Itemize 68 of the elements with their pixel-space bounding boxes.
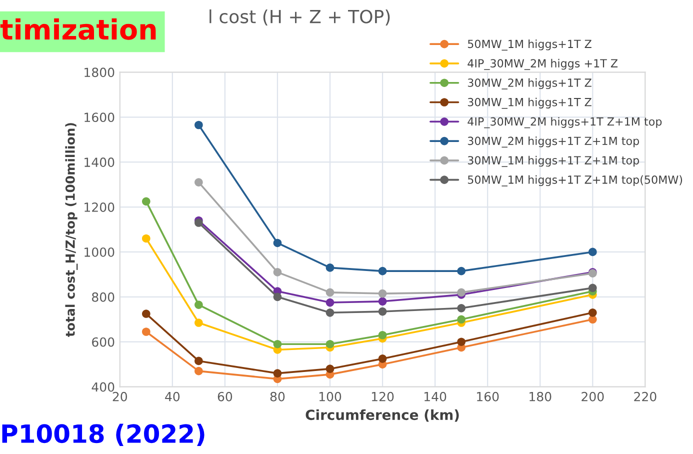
point [273,268,282,276]
point [588,248,597,256]
point [378,330,387,340]
legend-label: 50MW_1M higgs+1T Z [468,40,592,51]
legend-label: 30MW_1M higgs+1T Z+1M top [468,156,640,167]
point [588,284,597,292]
x-tick-label: 60 [218,392,232,402]
y-tick-label: 1200 [84,202,114,212]
x-tick-label: 80 [270,392,285,402]
y-tick-label: 800 [92,292,114,302]
point [457,266,466,276]
point [273,340,282,348]
text: P10018 (2022) [2,424,204,446]
legend-label: 4IP_30MW_2M higgs +1T Z [468,58,618,70]
point [326,298,334,307]
legend-label: 30MW_1M higgs+1T Z [468,98,592,109]
point [457,288,466,297]
legend-label: 4IP_30MW_2M higgs+1T Z+1M top [468,117,662,128]
y-axis-title: total cost_H/Z/top (100million) [65,123,78,337]
x-tick-label: 40 [165,392,180,402]
x-tick-label: 220 [634,392,656,402]
legend-label: 30MW_2M higgs+1T Z+1M top [468,136,640,148]
point [326,340,334,348]
x-tick-label: 20 [112,392,128,402]
x-tick-label: 200 [582,392,604,402]
point [378,289,387,298]
point [194,366,203,376]
point [378,307,387,316]
x-axis-title: Circumference (km) [306,409,459,422]
y-tick-label: 1600 [84,112,114,122]
point [326,364,334,373]
point [142,310,150,318]
x-tick-label: 140 [424,392,446,402]
point [378,354,387,363]
point [326,264,334,272]
point [194,356,203,366]
x-tick-label: 100 [319,392,342,402]
point [194,120,203,130]
point [194,318,203,327]
point [378,266,387,276]
point [457,315,466,324]
point [273,369,282,378]
x-tick-label: 120 [372,392,394,402]
legend-label: 30MW_2M higgs+1T Z [468,78,592,90]
point [142,234,150,243]
point [326,288,334,297]
y-tick-label: 400 [92,382,114,392]
x-tick-label: 180 [530,392,552,402]
point [142,197,150,206]
point [142,328,150,336]
point [194,218,203,227]
y-tick-label: 600 [92,337,114,347]
x-tick-label: 160 [477,392,499,402]
y-tick-label: 1000 [84,247,114,257]
chart-title: l cost (H + Z + TOP) [210,9,390,26]
point [326,308,334,317]
point [457,338,466,346]
y-tick-label: 1400 [84,158,114,168]
point [194,178,203,186]
point [378,297,387,306]
point [588,308,597,317]
y-tick-label: 1800 [84,68,114,78]
text: timization [0,18,156,40]
point [194,300,203,309]
point [273,292,282,302]
point [273,238,282,248]
legend-label: 50MW_1M higgs+1T Z+1M top(50MW) [468,175,682,186]
point [457,304,466,312]
